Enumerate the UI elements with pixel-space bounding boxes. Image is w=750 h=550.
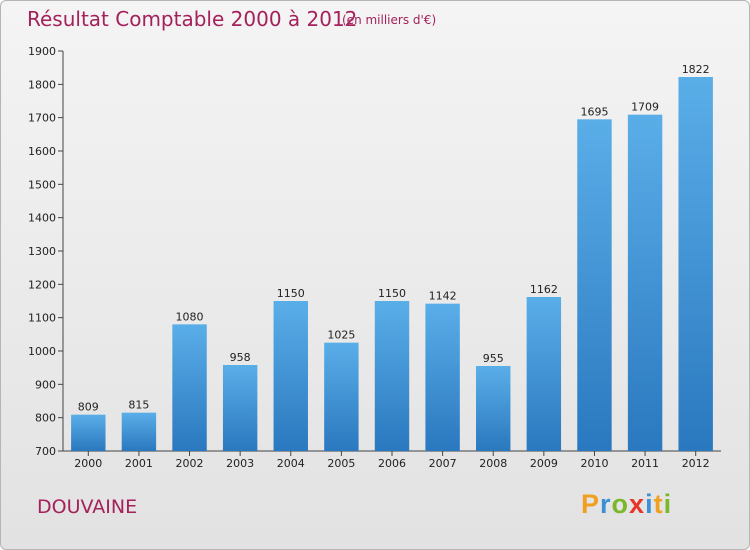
bar bbox=[374, 301, 410, 451]
x-tick-label: 2005 bbox=[327, 457, 355, 470]
value-label: 1080 bbox=[176, 310, 204, 323]
value-label: 1025 bbox=[327, 329, 355, 342]
y-tick-label: 1500 bbox=[28, 178, 56, 191]
y-tick-label: 1200 bbox=[28, 278, 56, 291]
value-label: 1822 bbox=[682, 63, 710, 76]
bar bbox=[222, 365, 258, 451]
labels: 2000 809 2001 815 2002 1080 2003 958 2004 1150 200… bbox=[74, 63, 709, 470]
axes: 700 800 900 1000 1100 1200 1300 1400 1500 1600 170… bbox=[28, 45, 721, 458]
logo-letter: r bbox=[600, 489, 612, 519]
bar bbox=[324, 342, 359, 451]
bar bbox=[526, 297, 562, 451]
logo-letter: i bbox=[645, 489, 654, 519]
y-tick-label: 1800 bbox=[28, 78, 56, 91]
x-tick-label: 2011 bbox=[631, 457, 659, 470]
y-tick-label: 1600 bbox=[28, 145, 56, 158]
value-label: 1162 bbox=[530, 283, 558, 296]
bar bbox=[425, 303, 460, 451]
x-tick-label: 2006 bbox=[378, 457, 406, 470]
y-tick-label: 800 bbox=[35, 412, 56, 425]
logo-letter: i bbox=[663, 489, 673, 519]
x-tick-label: 2000 bbox=[74, 457, 102, 470]
bar bbox=[172, 324, 207, 451]
y-tick-label: 1900 bbox=[28, 45, 56, 58]
x-tick-label: 2004 bbox=[277, 457, 305, 470]
x-tick-label: 2012 bbox=[682, 457, 710, 470]
bar bbox=[71, 414, 106, 451]
y-tick-label: 1000 bbox=[28, 345, 56, 358]
chart-title: Résultat Comptable 2000 à 2012 bbox=[27, 7, 358, 31]
logo-letter: x bbox=[629, 489, 646, 519]
value-label: 815 bbox=[128, 399, 149, 412]
x-tick-label: 2003 bbox=[226, 457, 254, 470]
value-label: 1695 bbox=[580, 105, 608, 118]
commune-name: DOUVAINE bbox=[37, 496, 138, 518]
x-tick-label: 2007 bbox=[429, 457, 457, 470]
value-label: 955 bbox=[483, 352, 504, 365]
value-label: 809 bbox=[78, 401, 99, 414]
proxiti-logo[interactable]: Proxiti bbox=[581, 489, 672, 520]
logo-letter: P bbox=[581, 489, 601, 519]
bar bbox=[476, 366, 511, 451]
bar bbox=[678, 77, 713, 451]
bar bbox=[627, 114, 663, 452]
y-tick-label: 1700 bbox=[28, 112, 56, 125]
y-tick-label: 900 bbox=[35, 378, 56, 391]
logo-letter: t bbox=[653, 489, 664, 519]
value-label: 958 bbox=[230, 351, 251, 364]
chart-subtitle: (en milliers d'€) bbox=[342, 13, 437, 27]
value-label: 1709 bbox=[631, 101, 659, 114]
x-tick-label: 2010 bbox=[580, 457, 608, 470]
value-label: 1142 bbox=[429, 290, 457, 303]
y-tick-label: 1100 bbox=[28, 312, 56, 325]
x-tick-label: 2009 bbox=[530, 457, 558, 470]
bars bbox=[71, 77, 713, 452]
bar bbox=[577, 119, 612, 451]
bar bbox=[273, 301, 308, 451]
y-tick-label: 1300 bbox=[28, 245, 56, 258]
x-tick-label: 2008 bbox=[479, 457, 507, 470]
value-label: 1150 bbox=[378, 287, 406, 300]
value-label: 1150 bbox=[277, 287, 305, 300]
x-tick-label: 2002 bbox=[176, 457, 204, 470]
y-tick-label: 1400 bbox=[28, 212, 56, 225]
bar bbox=[121, 412, 157, 451]
x-tick-label: 2001 bbox=[125, 457, 153, 470]
y-tick-label: 700 bbox=[35, 445, 56, 458]
logo-letter: o bbox=[611, 489, 630, 519]
